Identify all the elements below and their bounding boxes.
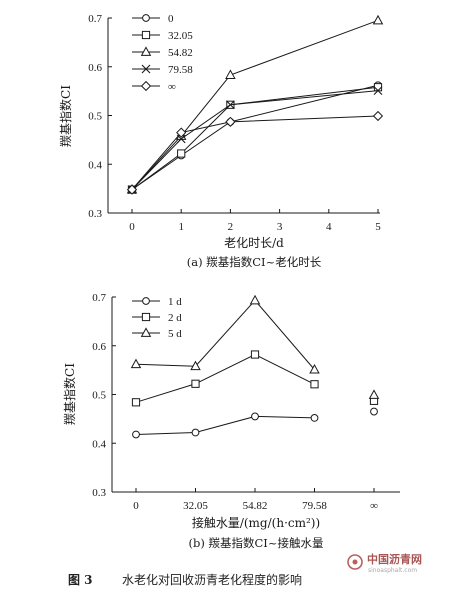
b-legend-marker [141,312,151,322]
figure-number: 图 3 [68,573,93,587]
b-legend-marker [140,327,152,337]
a-y-tick-label: 0.4 [88,159,102,171]
a-legend-marker [142,14,150,22]
b-y-tick-label: 0.6 [92,341,106,353]
b-data-point [191,428,200,437]
a-data-point [176,127,187,138]
chart-b-caption: (b) 羰基指数CI~接触水量 [189,536,324,550]
b-data-point [249,294,261,305]
a-data-point [372,110,384,122]
a-data-point [373,83,383,92]
watermark-logo-icon [347,554,363,570]
a-series-line [131,19,379,190]
a-series-line [131,84,379,191]
watermark: 中国沥青网 sinoasphalt.com [347,552,422,574]
a-series-line [131,86,379,191]
figure-title: 水老化对回收沥青老化程度的影响 [122,572,302,587]
watermark-url: sinoasphalt.com [368,567,417,574]
chart-b-legend: 1 d 2 d 5 d [132,296,182,340]
chart-a-x-ticks: 0 1 2 3 4 5 [129,209,381,233]
a-data-point [225,116,236,127]
a-legend-marker [141,64,151,74]
b-x-tick-label: ∞ [370,500,378,512]
a-x-tick-label: 2 [228,221,234,233]
a-legend-marker [141,30,151,40]
b-legend-marker [142,297,150,305]
a-x-tick-label: 4 [326,221,332,233]
a-y-tick-label: 0.5 [88,111,102,123]
chart-b-series [130,294,380,439]
a-data-point [372,14,384,25]
b-data-point [309,363,320,374]
a-data-point [177,149,186,158]
b-x-tick-label: 0 [133,500,139,512]
a-y-tick-label: 0.6 [88,62,102,74]
b-data-point [191,379,200,388]
a-legend-label: 79.58 [168,64,193,76]
b-data-point [370,407,378,416]
chart-a-series [126,14,384,195]
b-series-line [135,415,315,435]
b-x-tick-label: 32.05 [183,500,208,512]
b-data-point [190,360,201,371]
a-x-tick-label: 0 [129,221,135,233]
b-series-line [135,353,315,403]
a-data-point [126,184,138,195]
chart-a: 0.3 0.4 0.5 0.6 0.7 0 1 2 3 4 5 0 32.05 54.82 79.58 ∞… [58,13,384,269]
b-y-tick-label: 0.5 [92,390,106,402]
watermark-name: 中国沥青网 [367,552,422,566]
b-y-tick-label: 0.7 [92,292,106,304]
a-legend-label: 32.05 [168,30,193,42]
chart-b-y-ticks: 0.3 0.4 0.5 0.6 0.7 [92,292,116,499]
chart-b-x-label: 接触水量/(mg/(h·cm²)) [192,515,320,530]
chart-a-y-ticks: 0.3 0.4 0.5 0.6 0.7 [88,13,112,220]
b-data-point [132,430,140,439]
watermark-logo-dot [352,559,358,565]
b-legend-label: 2 d [168,312,182,324]
b-series-line [135,299,315,370]
b-data-point [368,389,380,399]
a-y-tick-label: 0.3 [88,208,102,220]
a-data-point [373,86,383,96]
chart-b-y-label: 羰基指数CI [62,363,77,425]
chart-a-caption: (a) 羰基指数CI~老化时长 [187,255,322,269]
a-x-tick-label: 3 [277,221,283,233]
figure-caption: 图 3 水老化对回收沥青老化程度的影响 [68,572,302,587]
a-series-line [131,115,379,190]
b-legend-label: 5 d [168,328,182,340]
a-legend-label: ∞ [168,81,176,93]
a-series-line [131,90,379,190]
b-data-point [310,414,319,422]
a-legend-marker [140,80,152,92]
b-data-point [310,380,319,389]
a-y-tick-label: 0.7 [88,13,102,25]
b-y-tick-label: 0.4 [92,438,106,450]
b-x-tick-label: 54.82 [243,500,268,512]
a-data-point [226,100,235,110]
chart-b: 0.3 0.4 0.5 0.6 0.7 0 32.05 54.82 79.58 ∞ 1 d 2 d… [62,292,400,550]
a-legend-label: 0 [168,13,174,25]
b-data-point [250,350,260,359]
chart-a-y-label: 羰基指数CI [58,85,73,147]
a-x-tick-label: 5 [375,221,381,233]
b-y-tick-label: 0.3 [92,487,106,499]
b-x-tick-label: 79.58 [302,500,327,512]
a-legend-label: 54.82 [168,47,193,59]
a-legend-marker [140,46,152,56]
a-x-tick-label: 1 [178,221,184,233]
b-data-point [131,398,141,407]
chart-b-x-ticks: 0 32.05 54.82 79.58 ∞ [133,488,378,512]
b-data-point [130,358,142,369]
chart-a-legend: 0 32.05 54.82 79.58 ∞ [132,13,193,93]
b-data-point [251,412,259,421]
b-legend-label: 1 d [168,296,182,308]
a-data-point [225,69,236,79]
chart-a-x-label: 老化时长/d [224,236,284,250]
